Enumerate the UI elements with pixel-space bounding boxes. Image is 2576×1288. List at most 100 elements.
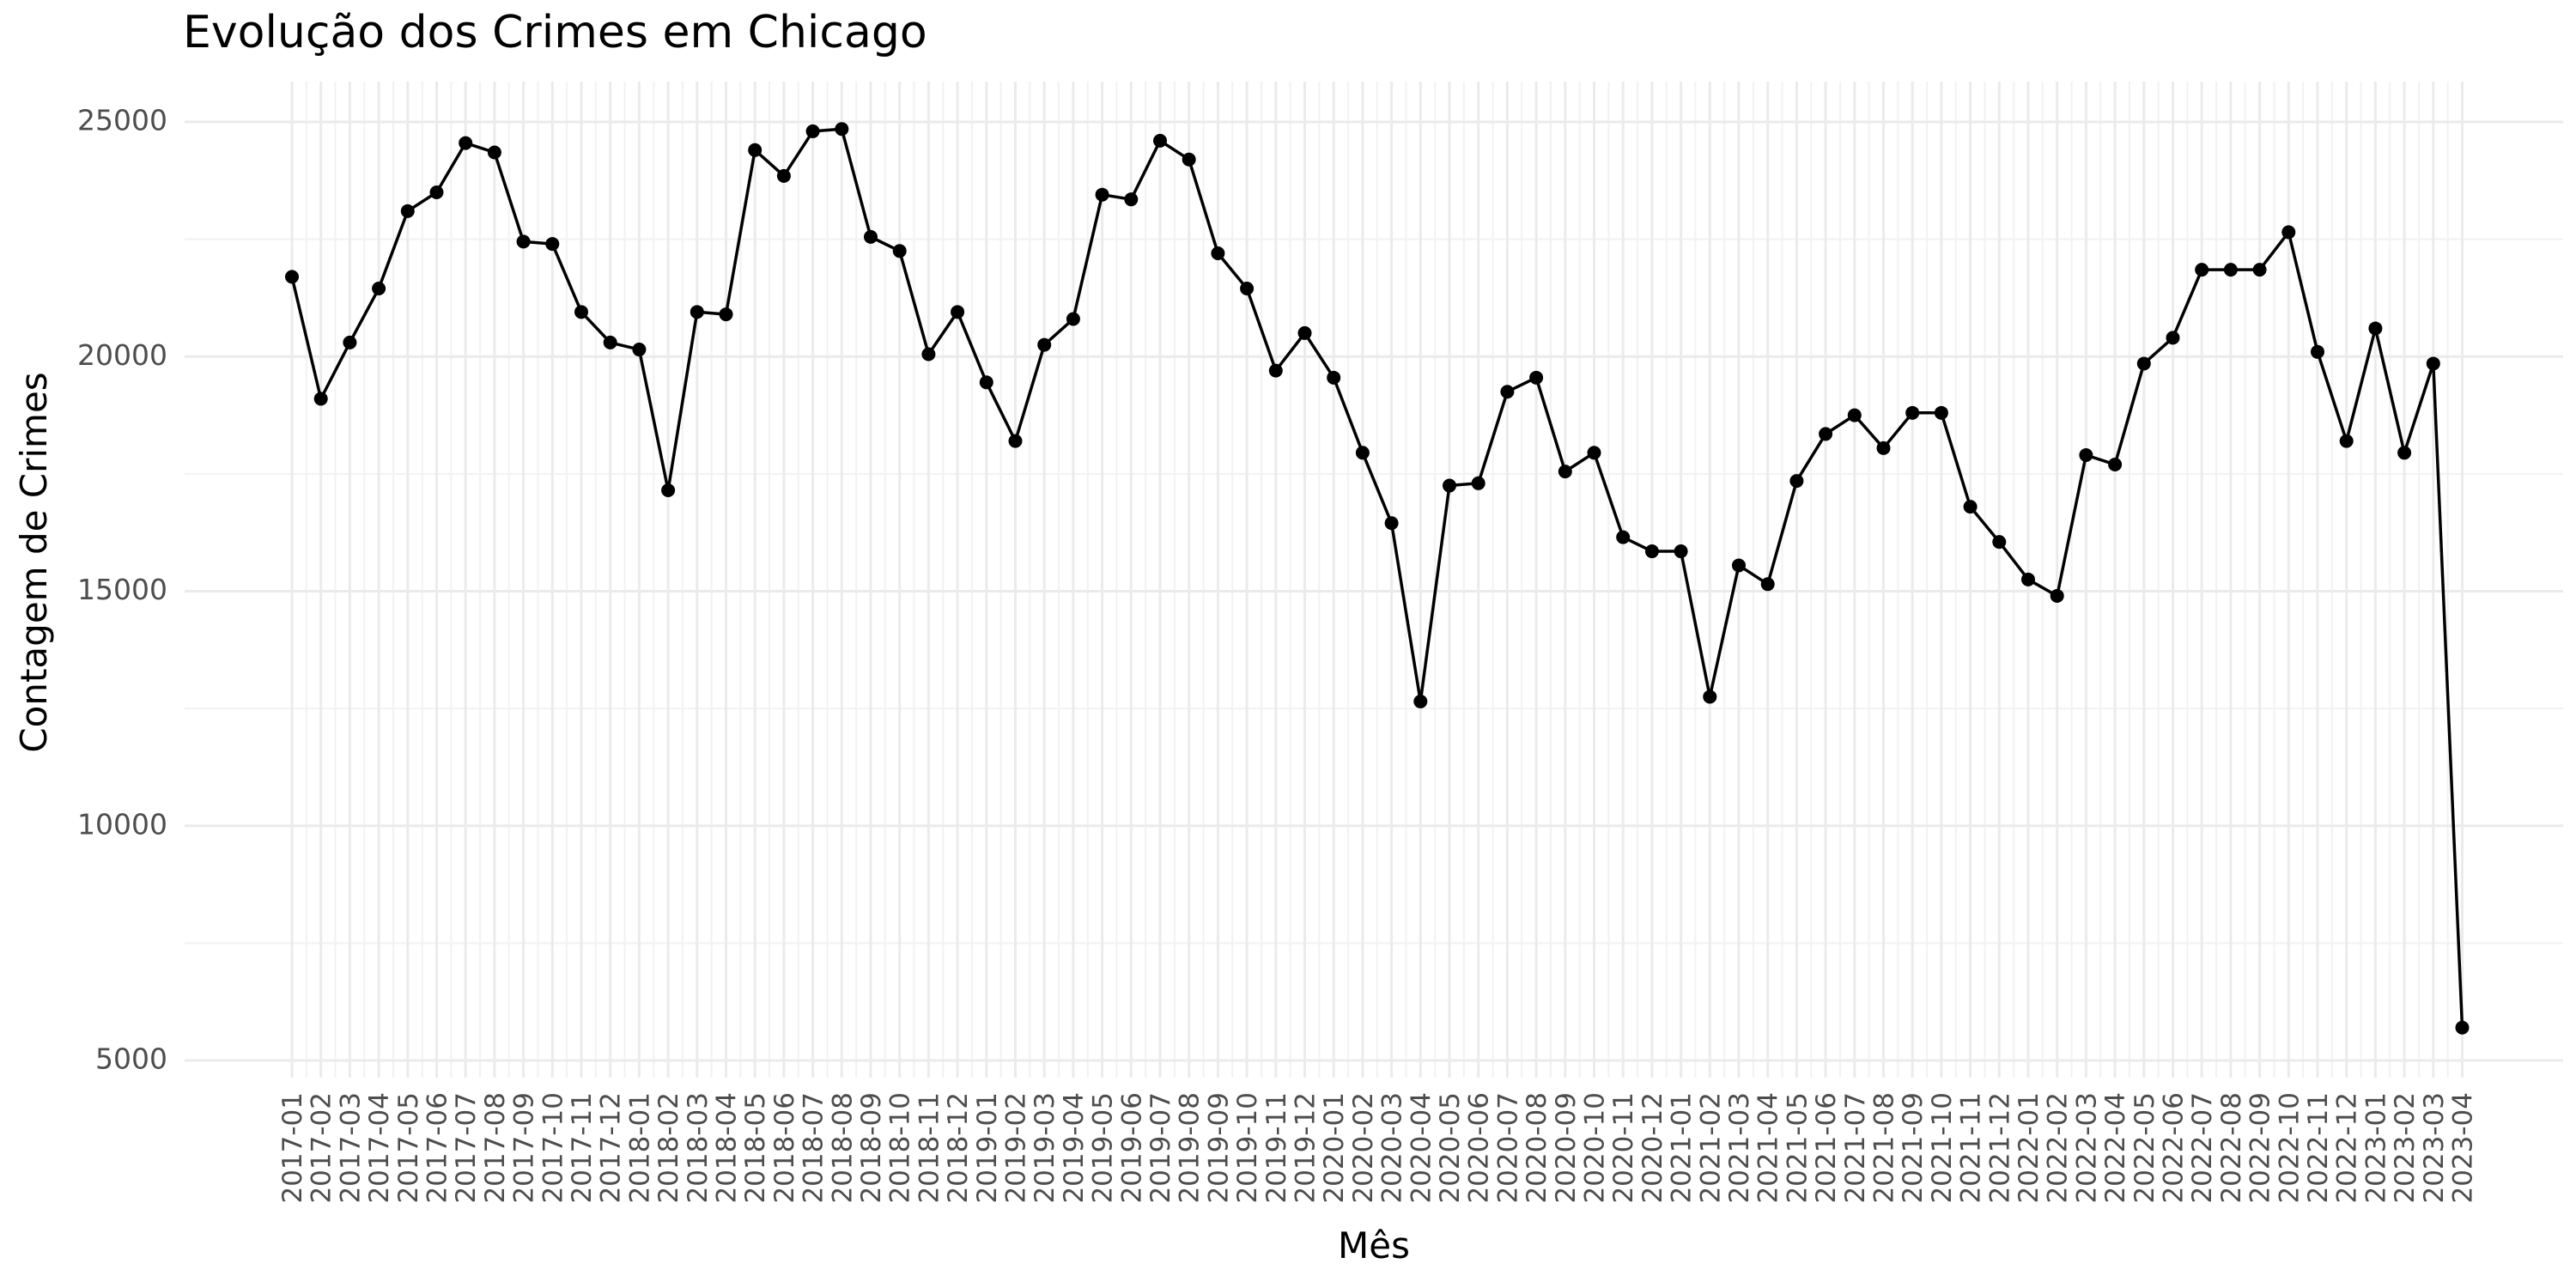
x-tick-label: 2021-12 [1984,1092,2015,1204]
x-tick-label: 2022-09 [2245,1092,2276,1204]
x-tick-label: 2018-05 [740,1092,771,1204]
data-point [1789,474,1804,489]
x-tick-label: 2017-06 [422,1092,453,1204]
data-point [459,136,473,150]
x-tick-label: 2018-01 [624,1092,655,1204]
x-tick-label: 2018-02 [653,1092,684,1204]
x-tick-label: 2018-09 [856,1092,887,1204]
x-tick-label: 2017-08 [480,1092,511,1204]
data-point [979,375,993,390]
x-tick-label: 2020-10 [1580,1092,1611,1204]
x-tick-label: 2021-04 [1753,1092,1784,1204]
data-point [1819,427,1833,441]
data-point [1384,516,1399,531]
data-point [2397,446,2412,460]
data-point [603,335,617,349]
x-tick-label: 2018-08 [827,1092,858,1204]
x-tick-label: 2020-08 [1522,1092,1552,1204]
data-point [1443,478,1456,493]
x-tick-label: 2023-03 [2419,1092,2450,1204]
x-tick-label: 2020-11 [1608,1092,1639,1204]
y-tick-label: 10000 [77,807,167,841]
x-tick-label: 2021-10 [1927,1092,1958,1204]
data-point [1760,577,1775,592]
data-point [1268,363,1283,378]
x-tick-label: 2018-04 [712,1092,743,1204]
data-point [285,270,299,284]
data-point [516,234,531,249]
x-tick-label: 2019-06 [1116,1092,1147,1204]
data-point [1124,192,1139,207]
data-point [1876,440,1891,455]
x-tick-label: 2022-05 [2129,1092,2160,1204]
data-point [776,168,791,183]
data-point [1240,282,1255,296]
data-point [2339,434,2354,448]
x-axis: 2017-012017-022017-032017-042017-052017-… [277,1092,2479,1204]
x-tick-label: 2021-06 [1811,1092,1842,1204]
x-tick-label: 2021-01 [1667,1092,1698,1204]
data-point [1674,544,1688,559]
data-point [690,305,704,319]
data-point [2079,448,2093,463]
x-tick-label: 2020-07 [1492,1092,1523,1204]
y-tick-label: 15000 [77,573,167,606]
data-point [1153,133,1167,148]
x-tick-label: 2018-10 [885,1092,916,1204]
data-point [2252,263,2267,277]
data-point [1847,408,1862,422]
x-tick-label: 2017-12 [596,1092,627,1204]
x-tick-label: 2019-11 [1261,1092,1292,1204]
x-tick-label: 2021-05 [1782,1092,1813,1204]
x-tick-label: 2022-08 [2216,1092,2247,1204]
x-tick-label: 2017-02 [307,1092,337,1204]
data-point [748,143,762,157]
x-tick-label: 2020-03 [1377,1092,1408,1204]
data-point [1327,370,1341,385]
data-point [1732,558,1746,573]
x-tick-label: 2020-01 [1319,1092,1350,1204]
data-point [2281,225,2296,240]
data-point [1066,312,1080,326]
y-axis-title: Contagem de Crimes [13,372,55,752]
x-tick-label: 2017-11 [567,1092,598,1204]
x-tick-label: 2017-07 [451,1092,482,1204]
data-point [719,307,733,322]
x-tick-label: 2019-05 [1088,1092,1119,1204]
x-tick-label: 2021-09 [1898,1092,1929,1204]
x-tick-label: 2019-12 [1291,1092,1321,1204]
data-point [1616,530,1631,544]
y-tick-label: 25000 [77,104,167,137]
y-tick-label: 20000 [77,338,167,372]
x-tick-label: 2021-07 [1840,1092,1871,1204]
data-point [1644,544,1659,559]
x-tick-label: 2017-05 [393,1092,424,1204]
data-point [1529,370,1544,385]
data-point [921,347,936,361]
x-tick-label: 2017-10 [538,1092,568,1204]
x-tick-label: 2017-09 [509,1092,540,1204]
x-tick-label: 2018-03 [683,1092,714,1204]
x-tick-label: 2022-12 [2332,1092,2363,1204]
x-tick-label: 2022-02 [2043,1092,2074,1204]
x-tick-label: 2019-08 [1175,1092,1206,1204]
data-point [661,483,676,498]
data-point [864,229,878,244]
y-axis: 5000 10000 15000 20000 25000 [77,104,167,1076]
data-point [951,305,965,319]
data-point [1992,535,2007,550]
x-tick-label: 2018-11 [914,1092,945,1204]
chart-title: Evolução dos Crimes em Chicago [183,7,927,58]
x-axis-title: Mês [1338,1224,1410,1267]
data-point [2050,588,2064,603]
x-tick-label: 2019-04 [1059,1092,1090,1204]
x-tick-label: 2019-10 [1232,1092,1263,1204]
x-tick-label: 2019-07 [1145,1092,1176,1204]
data-point [1558,465,1572,479]
data-point [487,145,501,160]
data-point [429,185,444,199]
data-point [2166,331,2180,345]
data-point [2311,344,2324,359]
